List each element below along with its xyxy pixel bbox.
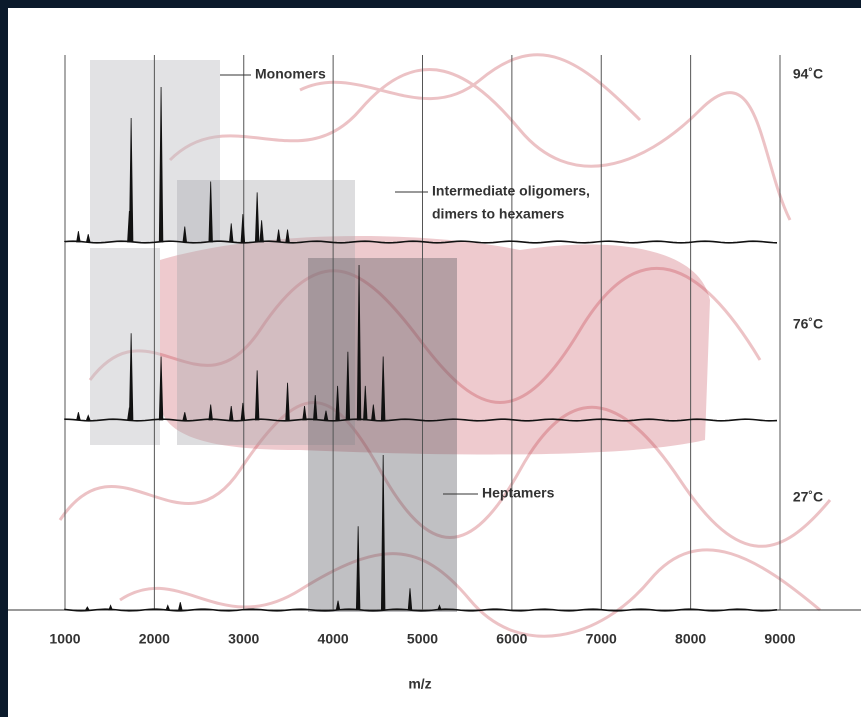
series-label: 76˚C bbox=[793, 316, 823, 332]
x-tick-label: 7000 bbox=[586, 631, 617, 647]
annotation: Heptamers bbox=[482, 485, 555, 501]
figure: m/z 1000 2000 3000 4000 5000 6000 7000 8000 9000… bbox=[0, 0, 861, 717]
x-tick-label: 2000 bbox=[139, 631, 170, 647]
annotation: Intermediate oligomers, bbox=[432, 183, 590, 199]
annotation: dimers to hexamers bbox=[432, 206, 564, 222]
series-label: 94˚C bbox=[793, 66, 823, 82]
x-tick-label: 9000 bbox=[764, 631, 795, 647]
x-axis-title: m/z bbox=[408, 676, 431, 692]
x-tick-label: 6000 bbox=[496, 631, 527, 647]
x-tick-label: 1000 bbox=[49, 631, 80, 647]
x-tick-label: 8000 bbox=[675, 631, 706, 647]
x-tick-label: 3000 bbox=[228, 631, 259, 647]
x-tick-label: 5000 bbox=[407, 631, 438, 647]
series-label: 27˚C bbox=[793, 489, 823, 505]
x-tick-label: 4000 bbox=[318, 631, 349, 647]
monomer-band bbox=[90, 248, 160, 445]
annotation: Monomers bbox=[255, 66, 326, 82]
